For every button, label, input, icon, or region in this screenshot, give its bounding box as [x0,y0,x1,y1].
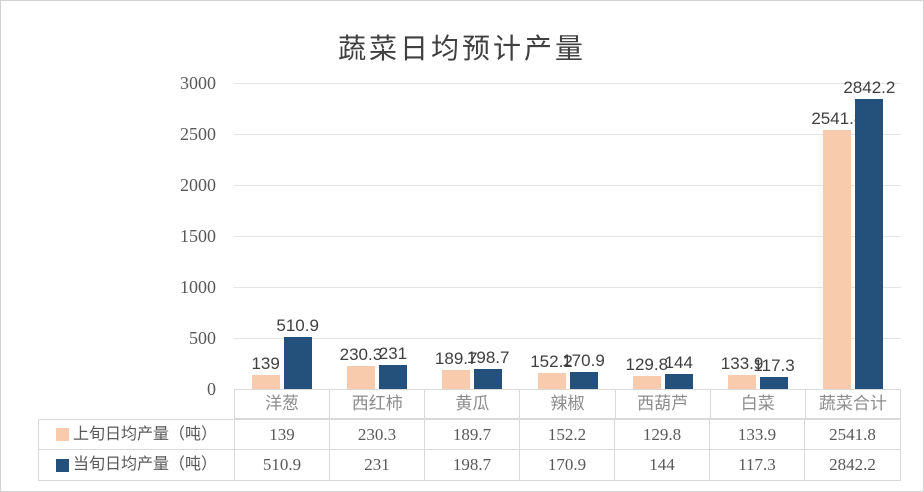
category-cell: 白菜 [711,390,806,418]
category-cell: 洋葱 [235,390,331,418]
legend-series-label: 上旬日均产量（吨） [72,425,217,443]
legend-swatch-icon [55,428,69,441]
legend-item-series1: 当旬日均产量（吨） [39,450,235,480]
chart-title: 蔬菜日均预计产量 [337,34,586,65]
bar-data-label: 139 [251,353,280,373]
bar-data-label: 231 [378,344,408,364]
legend-swatch-icon [55,458,69,472]
bar-s0-c4 [632,375,661,389]
table-value-cell: 2842.2 [829,455,876,474]
table-value-cell: 152.2 [520,420,615,450]
bar-data-label: 133.9 [720,354,764,374]
bar-s0-c3 [537,373,566,389]
bar-data-label: 198.7 [466,347,510,367]
gridline [234,134,901,135]
bar-s1-c0 [283,336,312,389]
bar-data-label: 129.8 [625,354,669,374]
gridline [234,287,901,288]
bar-data-label: 117.3 [753,356,795,376]
bar-data-label: 2541.8 [811,108,864,128]
y-axis-tick-label: 500 [189,328,216,348]
bar-s1-c4 [664,374,693,389]
bar-s1-c1 [378,365,407,389]
table-value-cell: 170.9 [520,450,615,480]
table-value-cell: 144 [615,450,710,480]
bar-s0-c5 [728,375,757,389]
bar-data-label: 2842.2 [843,78,896,98]
bar-data-label: 144 [664,353,693,373]
gridline [234,83,901,84]
table-value-cell: 2541.8 [805,420,900,450]
gridline [234,236,901,237]
bar-data-label: 152.2 [530,352,573,372]
gridline [234,185,901,186]
data-table-category-row: 洋葱 西红柿 黄瓜 辣椒 西葫芦 白菜 蔬菜合计 [234,389,901,419]
data-table-body: 上旬日均产量（吨） 139 230.3 189.7 152.2 129.8 133.9 254… [38,419,901,481]
table-value-cell: 189.7 [425,420,520,450]
table-value-cell: 231 [330,450,425,480]
bar-s1-c3 [569,371,598,389]
table-value-cell: 198.7 [425,450,520,480]
bar-data-label: 189.7 [434,348,478,368]
y-axis-tick-label: 2500 [180,124,216,144]
y-axis-tick-label: 0 [207,379,216,399]
bar-data-label: 230.3 [339,344,383,364]
bar-s1-c6 [855,99,884,389]
y-axis-tick-label: 1000 [180,277,216,297]
category-cell: 西红柿 [330,390,426,418]
bar-s0-c6 [823,129,852,389]
table-value-cell: 129.8 [615,420,710,450]
bar-s1-c5 [760,377,789,389]
gridline [234,338,901,339]
legend-series-label: 当旬日均产量（吨） [72,456,217,473]
bar-data-label: 510.9 [276,315,319,335]
category-cell: 西葫芦 [616,390,711,418]
table-value-cell: 133.9 [710,420,805,450]
y-axis-tick-label: 3000 [180,73,216,93]
bar-s0-c2 [442,369,471,389]
y-axis-tick-label: 2000 [180,175,216,195]
bar-s1-c2 [474,368,503,389]
category-cell: 蔬菜合计 [818,394,887,413]
legend-item-series0: 上旬日均产量（吨） [39,420,235,450]
bar-s0-c1 [346,365,375,389]
bar-s0-c0 [251,374,280,389]
category-cell: 辣椒 [520,390,616,418]
bar-data-label: 170.9 [562,350,605,370]
table-value-cell: 139 [235,420,330,450]
table-value-cell: 117.3 [710,450,805,480]
y-axis-tick-label: 1500 [180,226,216,246]
table-value-cell: 510.9 [235,450,330,480]
category-cell: 黄瓜 [425,390,521,418]
table-value-cell: 230.3 [330,420,425,450]
